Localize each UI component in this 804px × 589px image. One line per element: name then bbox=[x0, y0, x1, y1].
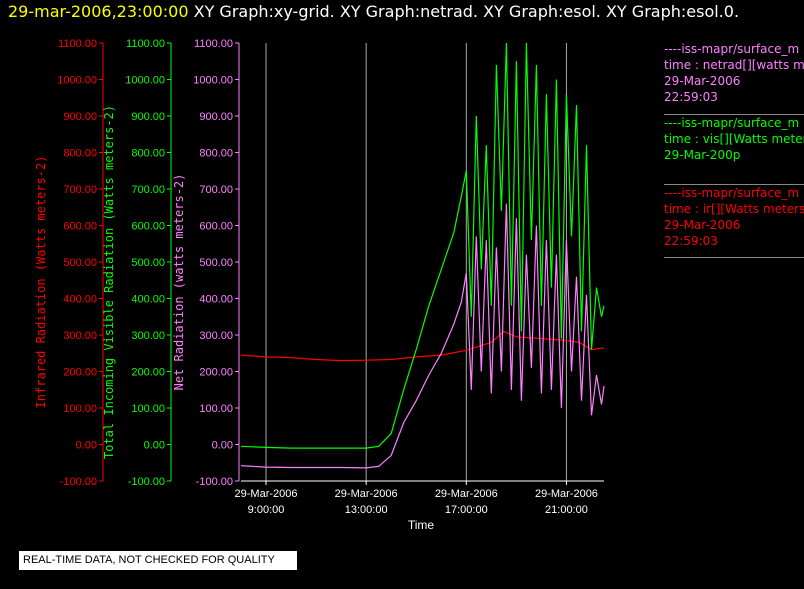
y-tick-label-1-8: 700.00 bbox=[131, 184, 165, 196]
y-tick-label-2-9: 800.00 bbox=[199, 148, 233, 160]
series-ir-line bbox=[240, 330, 605, 362]
y-tick-label-2-3: 200.00 bbox=[199, 367, 233, 379]
x-tick-date-1: 29-Mar-2006 bbox=[335, 488, 398, 500]
y-tick-label-2-2: 100.00 bbox=[199, 403, 233, 415]
y-tick-label-0-12: 1100.00 bbox=[58, 38, 97, 50]
y-tick-label-1-9: 800.00 bbox=[131, 148, 165, 160]
legend-line: ----iss-mapr/surface_m bbox=[664, 116, 800, 130]
legend-line: ----iss-mapr/surface_m bbox=[664, 42, 800, 56]
y-tick-label-0-11: 1000.00 bbox=[57, 75, 97, 87]
y-tick-label-0-10: 900.00 bbox=[63, 111, 97, 123]
legend-line: 29-Mar-200p bbox=[664, 148, 741, 162]
y-tick-label-2-7: 600.00 bbox=[199, 221, 233, 233]
y-tick-label-0-5: 400.00 bbox=[63, 294, 97, 306]
y-tick-label-1-12: 1100.00 bbox=[126, 38, 165, 50]
y-tick-label-2-1: 0.00 bbox=[212, 440, 233, 452]
y-tick-label-2-11: 1000.00 bbox=[193, 75, 233, 87]
y-tick-label-2-6: 500.00 bbox=[199, 257, 233, 269]
y-tick-label-2-5: 400.00 bbox=[199, 294, 233, 306]
x-axis-label: Time bbox=[408, 518, 435, 532]
x-tick-date-3: 29-Mar-2006 bbox=[535, 488, 598, 500]
y-tick-label-1-0: -100.00 bbox=[128, 476, 165, 488]
series-vis-line bbox=[240, 42, 605, 449]
legend-line: 29-Mar-2006 bbox=[664, 218, 741, 232]
y-tick-label-1-1: 0.00 bbox=[144, 440, 165, 452]
x-tick-time-2: 17:00:00 bbox=[445, 504, 488, 516]
y-tick-label-1-6: 500.00 bbox=[131, 257, 165, 269]
y-tick-label-1-3: 200.00 bbox=[131, 367, 165, 379]
y-tick-label-0-1: 0.00 bbox=[76, 440, 97, 452]
legend-separator bbox=[664, 114, 804, 115]
x-tick-date-0: 29-Mar-2006 bbox=[235, 488, 298, 500]
header-timestamp: 29-mar-2006,23:00:00 bbox=[8, 2, 189, 21]
y-tick-label-1-7: 600.00 bbox=[131, 221, 165, 233]
y-tick-label-2-0: -100.00 bbox=[196, 476, 233, 488]
x-tick-time-1: 13:00:00 bbox=[345, 504, 388, 516]
y-tick-label-2-8: 700.00 bbox=[199, 184, 233, 196]
x-tick-time-0: 9:00:00 bbox=[248, 504, 285, 516]
y-tick-label-1-11: 1000.00 bbox=[125, 75, 165, 87]
y-tick-label-1-4: 300.00 bbox=[131, 330, 165, 342]
header-titles: XY Graph:xy-grid. XY Graph:netrad. XY Gr… bbox=[193, 2, 740, 21]
y-tick-label-0-7: 600.00 bbox=[63, 221, 97, 233]
series-netrad-line bbox=[240, 203, 605, 469]
x-tick-date-2: 29-Mar-2006 bbox=[435, 488, 498, 500]
legend-line: 29-Mar-2006 bbox=[664, 74, 741, 88]
y-tick-label-1-5: 400.00 bbox=[131, 294, 165, 306]
y-tick-label-0-6: 500.00 bbox=[63, 257, 97, 269]
legend-separator bbox=[664, 184, 804, 185]
y-tick-label-1-2: 100.00 bbox=[131, 403, 165, 415]
y-tick-label-0-0: -100.00 bbox=[60, 476, 97, 488]
y-tick-label-2-10: 900.00 bbox=[199, 111, 233, 123]
y-tick-label-0-4: 300.00 bbox=[63, 330, 97, 342]
y-tick-label-0-2: 100.00 bbox=[63, 403, 97, 415]
legend-line: ----iss-mapr/surface_m bbox=[664, 186, 800, 200]
y-axis-label-2: Net Radiation (watts meters-2) bbox=[172, 174, 186, 391]
header: 29-mar-2006,23:00:00 XY Graph:xy-grid. X… bbox=[8, 2, 739, 21]
y-tick-label-0-3: 200.00 bbox=[63, 367, 97, 379]
y-tick-label-1-10: 900.00 bbox=[131, 111, 165, 123]
legend-line: 22:59:03 bbox=[664, 90, 718, 104]
legend-line: time : netrad[][watts m bbox=[664, 58, 804, 72]
legend-line: 22:59:03 bbox=[664, 234, 718, 248]
legend-line: time : ir[][Watts meters bbox=[664, 202, 804, 216]
y-tick-label-2-4: 300.00 bbox=[199, 330, 233, 342]
y-tick-label-2-12: 1100.00 bbox=[194, 38, 233, 50]
legend-line: time : vis[][Watts meter bbox=[664, 132, 804, 146]
y-tick-label-0-9: 800.00 bbox=[63, 148, 97, 160]
x-tick-time-3: 21:00:00 bbox=[545, 504, 588, 516]
legend-separator bbox=[664, 257, 804, 258]
quality-notice: REAL-TIME DATA, NOT CHECKED FOR QUALITY bbox=[19, 551, 297, 570]
y-axis-label-0: Infrared Radiation (Watts meters-2) bbox=[34, 156, 48, 409]
y-tick-label-0-8: 700.00 bbox=[63, 184, 97, 196]
y-axis-label-1: Total Incoming Visible Radiation (Watts … bbox=[102, 105, 116, 459]
